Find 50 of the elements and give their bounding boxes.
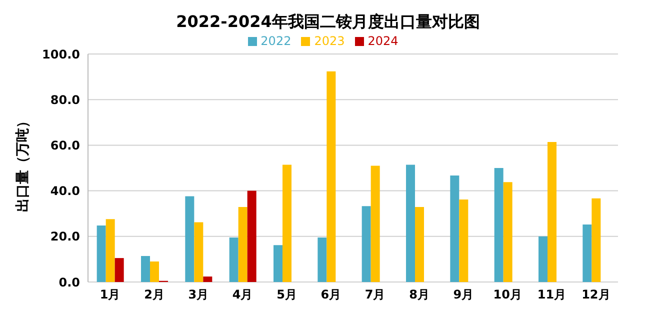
bar <box>247 190 256 282</box>
y-tick-label: 60.0 <box>50 138 80 152</box>
bar <box>194 222 204 282</box>
x-tick-label: 5月 <box>276 288 297 302</box>
legend-label: 2023 <box>314 34 345 48</box>
x-tick-label: 10月 <box>493 288 522 302</box>
bar <box>326 71 336 282</box>
bar <box>229 238 238 282</box>
bar <box>203 276 212 282</box>
bar <box>318 238 327 282</box>
y-tick-label: 80.0 <box>50 92 80 107</box>
bar <box>406 164 415 282</box>
x-tick-label: 7月 <box>364 288 386 302</box>
bar <box>582 224 592 282</box>
bar <box>362 206 371 282</box>
bar <box>548 142 556 282</box>
bar <box>238 206 248 282</box>
x-tick-label: 8月 <box>409 288 430 302</box>
bar <box>96 225 106 282</box>
x-tick-label: 4月 <box>232 288 253 302</box>
bar <box>114 258 124 282</box>
x-tick-label: 12月 <box>582 288 610 302</box>
y-axis-title: 出口量（万吨） <box>14 114 32 212</box>
x-tick-label: 9月 <box>453 288 474 302</box>
legend-label: 2024 <box>368 34 398 48</box>
bar <box>503 182 512 282</box>
y-tick-label: 0.0 <box>58 275 80 290</box>
bar <box>106 219 115 282</box>
y-tick-label: 20.0 <box>50 230 80 244</box>
x-tick-label: 6月 <box>320 288 342 302</box>
x-tick-label: 3月 <box>188 288 209 302</box>
bar <box>494 168 504 282</box>
legend-label: 2022 <box>260 34 292 48</box>
bar <box>282 164 292 282</box>
bar <box>459 199 468 282</box>
x-tick-label: 1月 <box>100 288 120 302</box>
bar <box>592 198 601 282</box>
x-tick-label: 2月 <box>144 288 164 302</box>
bar <box>538 236 548 282</box>
bar <box>415 206 424 282</box>
bar <box>141 256 150 282</box>
bar <box>450 176 460 282</box>
bar <box>185 196 194 282</box>
bar <box>370 166 380 282</box>
y-tick-label: 100.0 <box>42 47 80 62</box>
chart-title: 2022-2024年我国二铵月度出口量对比图 <box>176 12 480 31</box>
bar <box>150 261 159 282</box>
bar <box>274 245 282 282</box>
x-tick-label: 11月 <box>537 288 566 302</box>
y-tick-label: 40.0 <box>50 184 80 198</box>
